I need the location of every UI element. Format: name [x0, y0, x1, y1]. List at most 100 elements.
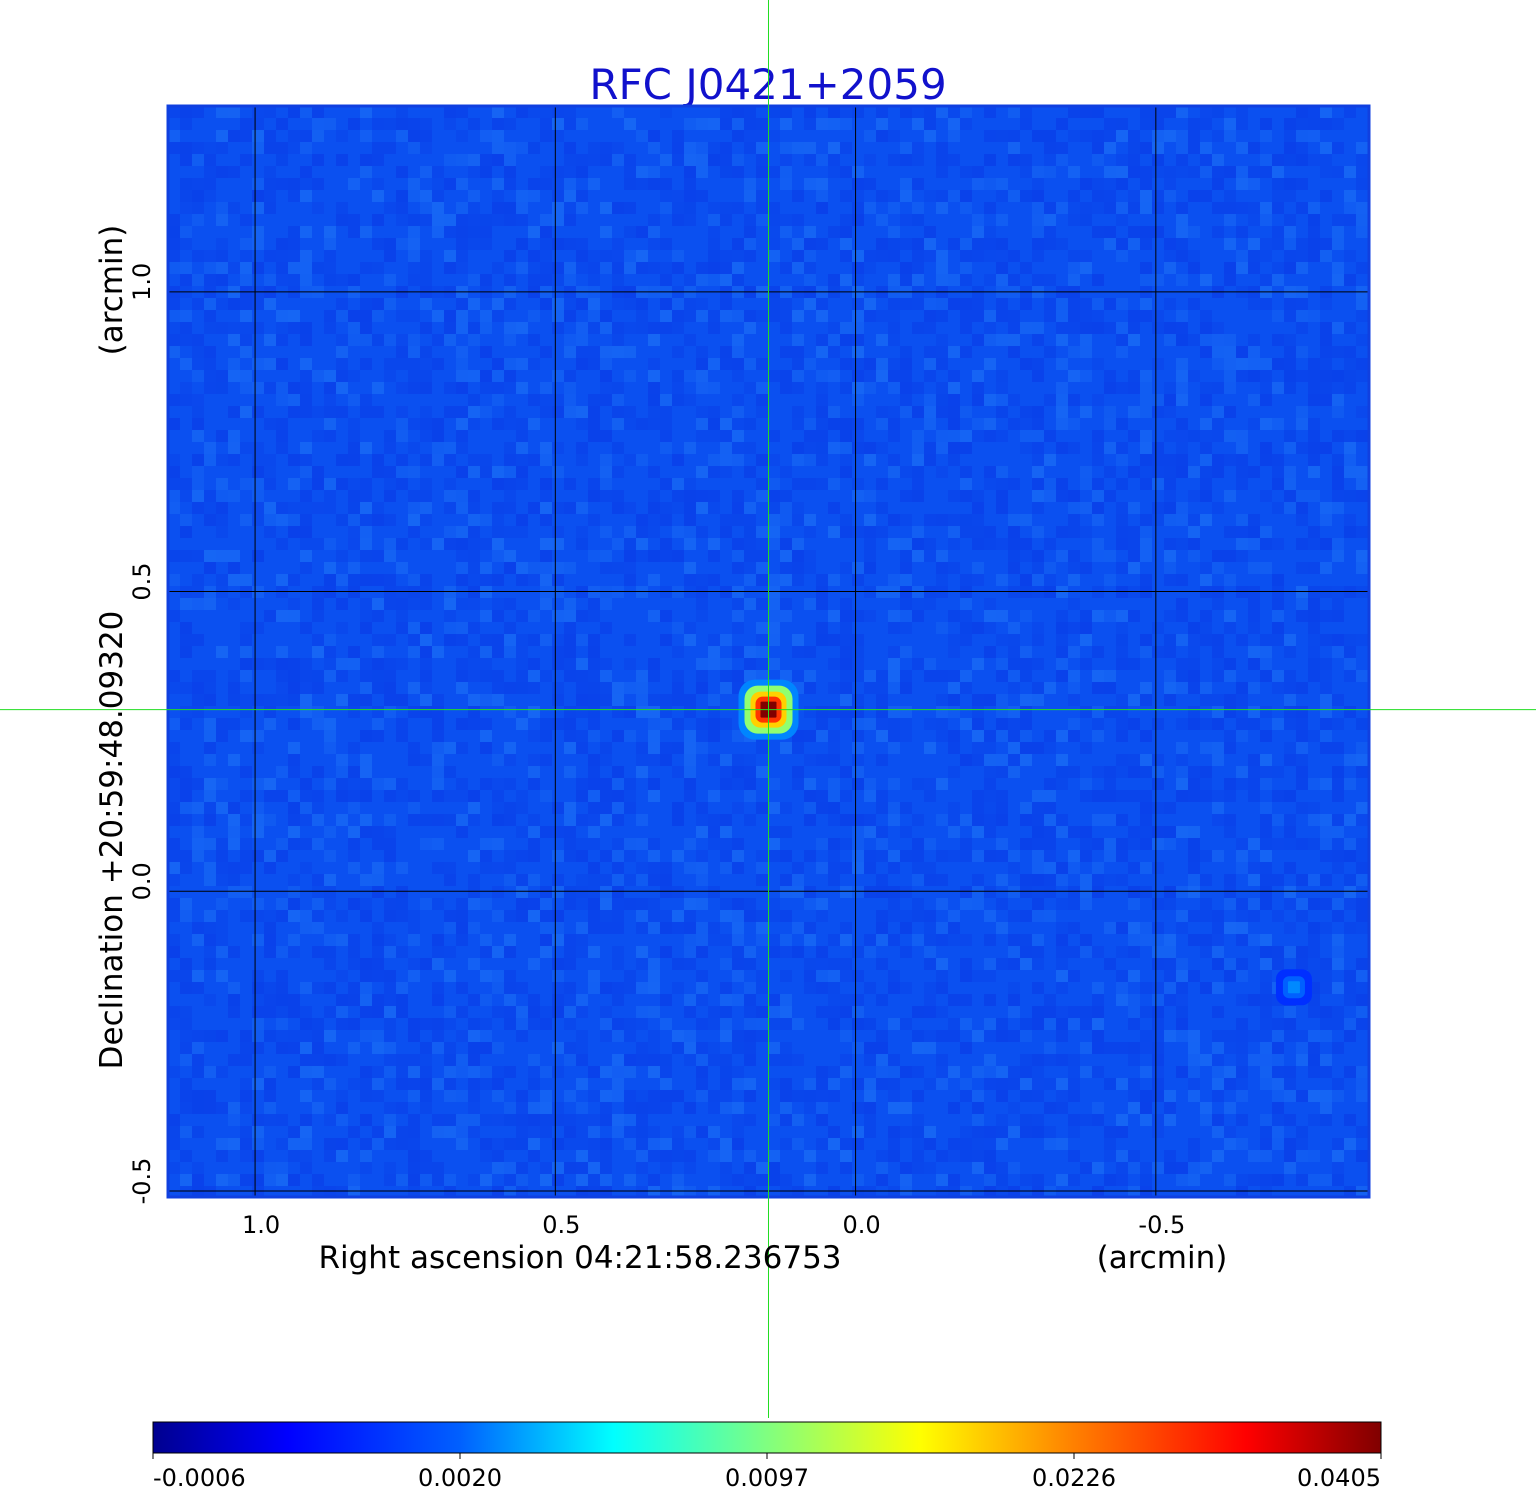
image-pixel — [180, 958, 192, 970]
image-pixel — [660, 742, 672, 754]
image-pixel — [588, 310, 600, 322]
image-pixel — [528, 778, 540, 790]
image-pixel — [888, 898, 900, 910]
image-pixel — [924, 958, 936, 970]
image-pixel — [780, 466, 792, 478]
image-pixel — [768, 130, 780, 142]
image-pixel — [1272, 1102, 1284, 1114]
image-pixel — [1056, 982, 1068, 994]
image-pixel — [1296, 1150, 1308, 1162]
image-pixel — [1128, 154, 1140, 166]
image-pixel — [756, 142, 768, 154]
image-pixel — [1020, 670, 1032, 682]
image-pixel — [1260, 298, 1272, 310]
image-pixel — [648, 958, 660, 970]
image-pixel — [228, 982, 240, 994]
image-pixel — [576, 406, 588, 418]
image-pixel — [312, 1066, 324, 1078]
image-pixel — [1104, 418, 1116, 430]
image-pixel — [864, 250, 876, 262]
image-pixel — [660, 322, 672, 334]
image-pixel — [1008, 718, 1020, 730]
image-pixel — [1236, 442, 1248, 454]
image-pixel — [1296, 802, 1308, 814]
image-pixel — [1176, 910, 1188, 922]
image-pixel — [1068, 622, 1080, 634]
image-pixel — [744, 1150, 756, 1162]
image-pixel — [1068, 1126, 1080, 1138]
image-pixel — [996, 238, 1008, 250]
image-pixel — [1056, 1102, 1068, 1114]
image-pixel — [1104, 238, 1116, 250]
image-pixel — [732, 766, 744, 778]
image-pixel — [936, 706, 948, 718]
image-pixel — [840, 922, 852, 934]
image-pixel — [1032, 898, 1044, 910]
image-pixel — [492, 118, 504, 130]
image-pixel — [180, 682, 192, 694]
image-pixel — [468, 202, 480, 214]
image-pixel — [768, 622, 780, 634]
image-pixel — [264, 526, 276, 538]
image-pixel — [708, 382, 720, 394]
image-pixel — [312, 886, 324, 898]
image-pixel — [1056, 658, 1068, 670]
image-pixel — [1308, 1054, 1320, 1066]
image-pixel — [696, 658, 708, 670]
image-pixel — [912, 466, 924, 478]
image-pixel — [792, 886, 804, 898]
image-pixel — [1224, 658, 1236, 670]
image-pixel — [948, 706, 960, 718]
image-pixel — [288, 178, 300, 190]
image-pixel — [1236, 550, 1248, 562]
image-pixel — [468, 238, 480, 250]
image-pixel — [1236, 1066, 1248, 1078]
image-pixel — [696, 430, 708, 442]
image-pixel — [672, 910, 684, 922]
image-pixel — [1032, 550, 1044, 562]
image-pixel — [396, 778, 408, 790]
image-pixel — [708, 646, 720, 658]
image-pixel — [960, 1150, 972, 1162]
image-pixel — [348, 502, 360, 514]
image-pixel — [696, 490, 708, 502]
image-pixel — [1296, 946, 1308, 958]
image-pixel — [276, 142, 288, 154]
image-pixel — [468, 598, 480, 610]
image-pixel — [312, 1174, 324, 1186]
image-pixel — [408, 1018, 420, 1030]
image-pixel — [756, 1006, 768, 1018]
image-pixel — [1092, 1102, 1104, 1114]
image-pixel — [192, 574, 204, 586]
image-pixel — [564, 826, 576, 838]
image-pixel — [552, 538, 564, 550]
image-pixel — [360, 106, 372, 118]
image-pixel — [1176, 670, 1188, 682]
image-pixel — [1116, 718, 1128, 730]
image-pixel — [672, 154, 684, 166]
image-pixel — [1140, 646, 1152, 658]
image-pixel — [912, 106, 924, 118]
image-pixel — [228, 406, 240, 418]
image-pixel — [1320, 166, 1332, 178]
image-pixel — [372, 190, 384, 202]
image-pixel — [480, 694, 492, 706]
image-pixel — [444, 226, 456, 238]
image-pixel — [1212, 418, 1224, 430]
image-pixel — [1092, 178, 1104, 190]
image-pixel — [180, 802, 192, 814]
image-pixel — [420, 190, 432, 202]
image-pixel — [192, 274, 204, 286]
image-pixel — [984, 934, 996, 946]
image-pixel — [228, 874, 240, 886]
image-pixel — [1212, 550, 1224, 562]
image-pixel — [744, 574, 756, 586]
image-pixel — [1008, 646, 1020, 658]
image-pixel — [1308, 370, 1320, 382]
image-pixel — [336, 370, 348, 382]
image-pixel — [636, 910, 648, 922]
image-pixel — [816, 802, 828, 814]
image-pixel — [456, 214, 468, 226]
image-pixel — [816, 238, 828, 250]
image-pixel — [1020, 802, 1032, 814]
